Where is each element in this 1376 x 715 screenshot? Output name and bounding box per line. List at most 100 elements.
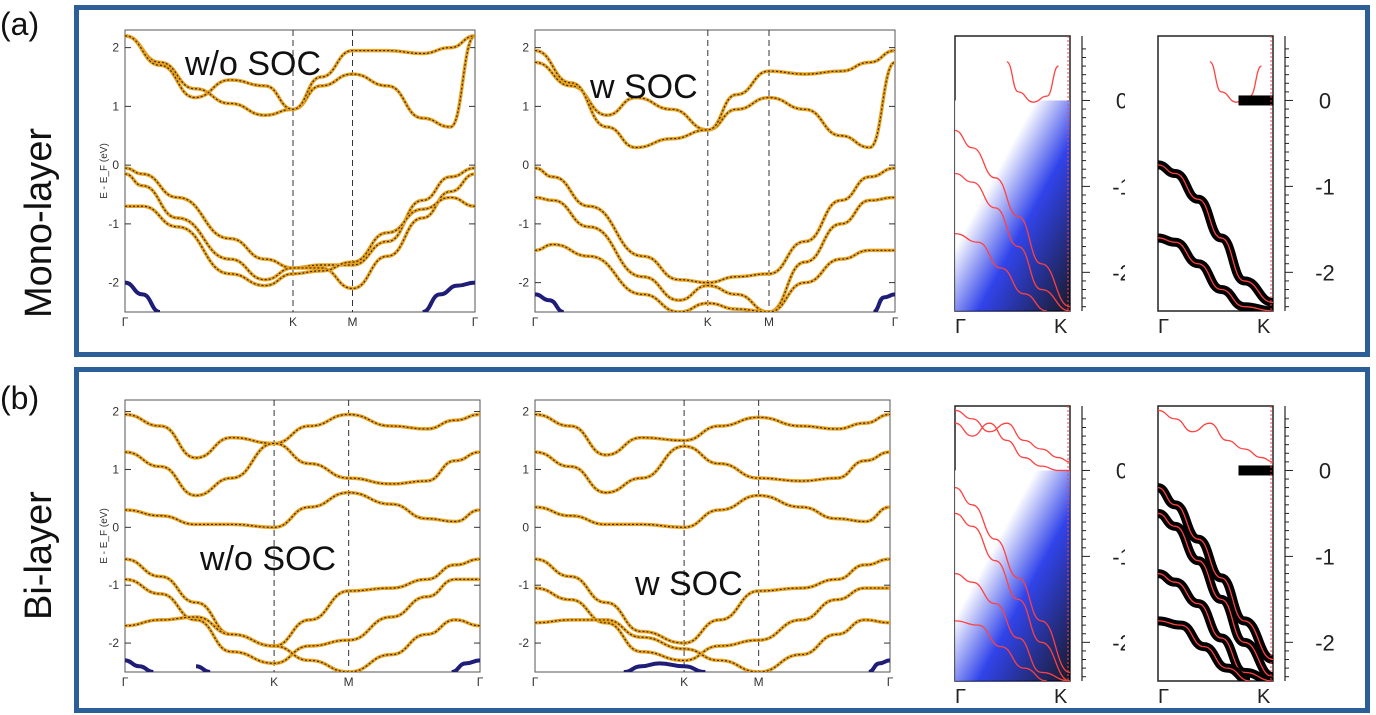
dft-overlay-line-2 <box>955 486 1070 674</box>
band-core-2 <box>535 167 895 284</box>
band-core-1 <box>125 35 475 110</box>
band-core-5 <box>125 616 480 672</box>
y-tick-label: 2 <box>112 41 119 55</box>
chart-bi-wo-soc: -2 -1 0 1 2 Γ K M Γ E - E_F (eV) w/o SOC <box>99 399 484 689</box>
x-tick-label: K <box>1257 686 1271 703</box>
y-tick-label: 0 <box>522 520 529 534</box>
band-core-7 <box>868 659 890 672</box>
x-tick-label: M <box>754 675 764 689</box>
x-tick-label: Γ <box>472 315 479 329</box>
x-tick-label: M <box>764 315 774 329</box>
dft-overlay-line-0 <box>1209 61 1262 103</box>
dft-overlay-line-0 <box>1006 61 1059 103</box>
energy-tick-label: -1 <box>1112 544 1125 569</box>
y-tick-label: -1 <box>518 578 529 592</box>
x-tick-label: Γ <box>122 675 129 689</box>
dft-overlay-line-0 <box>1158 409 1273 463</box>
x-tick-label: Γ <box>477 675 484 689</box>
y-tick-label: 2 <box>522 41 529 55</box>
band-core-6 <box>873 293 895 312</box>
dft-overlay-line-0 <box>955 409 1070 463</box>
x-tick-label: M <box>344 675 354 689</box>
y-tick-label: -2 <box>518 636 529 650</box>
dft-overlay-line-1 <box>955 422 1070 472</box>
x-tick-label: K <box>1054 686 1068 703</box>
dft-overlay-line-4 <box>955 572 1070 681</box>
x-tick-label: K <box>270 675 278 689</box>
energy-tick-label: -1 <box>1112 174 1125 199</box>
chart-bi-w-soc: -2 -1 0 1 2 Γ K M Γw SOC <box>518 399 894 689</box>
soc-annotation: w/o SOC <box>199 540 336 578</box>
plot-frame <box>534 399 891 673</box>
band-core-3 <box>535 196 895 312</box>
soc-annotation: w SOC <box>634 565 743 603</box>
frame-bi-layer <box>74 367 1370 713</box>
energy-tick-label: -1 <box>1315 174 1335 199</box>
arpes-group <box>955 61 1070 311</box>
arpes-group <box>1158 61 1273 311</box>
y-tick-label: -1 <box>518 217 529 231</box>
y-tick-label: -1 <box>108 217 119 231</box>
energy-tick-label: 0 <box>1116 458 1125 483</box>
chart-mono-wo-soc: -2 -1 0 1 2 Γ K M Γ E - E_F (eV) w/o SOC <box>99 29 479 329</box>
panel-a-label: (a) <box>0 6 40 42</box>
x-tick-label: Γ <box>887 675 894 689</box>
band-core-6 <box>422 282 475 312</box>
x-tick-label: Γ <box>532 315 539 329</box>
fermi-level-band <box>1238 465 1273 476</box>
y-tick-label: -2 <box>108 636 119 650</box>
y-tick-label: -1 <box>108 578 119 592</box>
y-tick-label: 0 <box>522 158 529 172</box>
dft-overlay-line-1 <box>1158 164 1273 304</box>
dft-overlay-line-3 <box>1158 572 1273 681</box>
bands-group <box>125 34 475 312</box>
energy-tick-label: -2 <box>1315 260 1335 285</box>
band-core-5 <box>535 293 564 312</box>
row-b-label: Bi-layer <box>18 491 60 620</box>
x-tick-label: K <box>289 315 297 329</box>
y-tick-label: 0 <box>112 158 119 172</box>
chart-bi-arpes-left: 0 -1 -2 Γ K <box>954 405 1125 703</box>
y-tick-label: 0 <box>112 520 119 534</box>
arpes-group <box>1158 409 1273 681</box>
band-core-5 <box>125 282 161 312</box>
chart-bi-arpes-right: 0 -1 -2 Γ K <box>1157 405 1335 703</box>
fermi-level-band <box>1238 95 1273 106</box>
y-tick-label: 2 <box>522 405 529 419</box>
dft-overlay-line-2 <box>1158 512 1273 678</box>
band-line-3 <box>125 557 480 648</box>
soc-annotation: w SOC <box>589 68 698 106</box>
row-a-label: Mono-layer <box>18 127 60 318</box>
band-core-2 <box>125 491 480 528</box>
panel-b-label: (b) <box>0 380 40 416</box>
band-line-3 <box>125 172 475 291</box>
dft-overlay-line-3 <box>955 233 1048 311</box>
chart-mono-arpes-right: 0 -1 -2 Γ K <box>1157 35 1335 338</box>
y-tick-label: 2 <box>112 405 119 419</box>
y-tick-label: 1 <box>522 99 529 113</box>
band-core-0 <box>535 61 895 149</box>
x-tick-label: K <box>680 675 688 689</box>
x-tick-label: K <box>704 315 712 329</box>
y-axis-label: E - E_F (eV) <box>99 143 110 199</box>
band-core-8 <box>451 659 480 672</box>
arpes-intensity <box>955 470 1070 681</box>
band-line-1 <box>125 441 480 498</box>
energy-tick-label: -2 <box>1112 260 1125 285</box>
band-core-0 <box>125 35 475 128</box>
x-tick-label: Γ <box>1158 686 1169 703</box>
dft-overlay-line-1 <box>1158 486 1273 661</box>
band-line-5 <box>535 618 890 672</box>
chart-mono-arpes-left: 0 -1 -2 Γ K <box>954 35 1125 338</box>
plot-frame <box>534 29 896 313</box>
band-core-6 <box>623 662 706 672</box>
energy-tick-label: -2 <box>1315 630 1335 655</box>
bands-group <box>535 412 890 672</box>
y-tick-label: 1 <box>112 99 119 113</box>
band-core-2 <box>535 494 890 528</box>
dft-overlay-line-1 <box>955 129 1070 308</box>
plot-frame <box>124 29 476 313</box>
energy-tick-label: 0 <box>1319 88 1331 113</box>
band-core-4 <box>535 243 895 312</box>
band-core-1 <box>535 445 890 494</box>
